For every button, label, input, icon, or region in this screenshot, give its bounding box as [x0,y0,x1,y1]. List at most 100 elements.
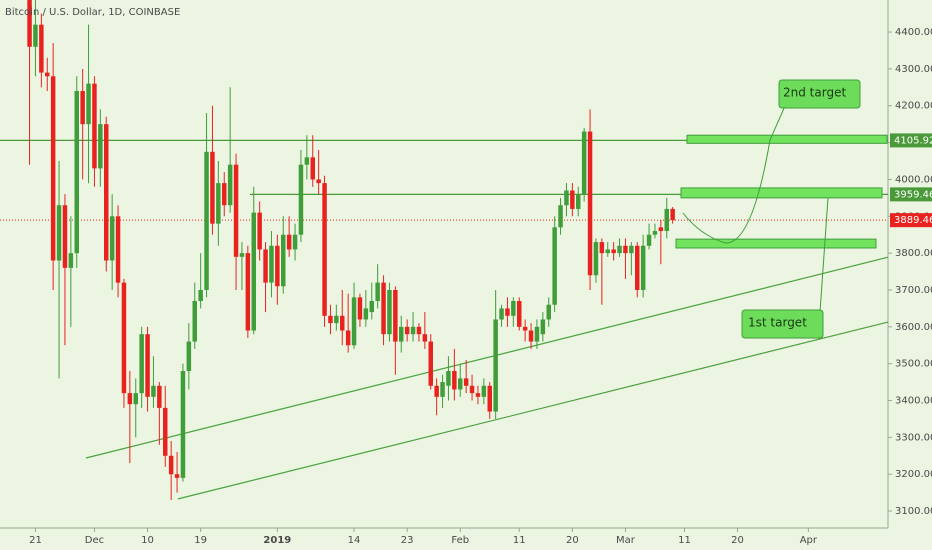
y-tick-label: 3500.00 [895,359,932,370]
x-tick-label: 23 [401,535,414,546]
candle-body [227,164,233,206]
trendline [85,256,889,459]
candle-body [304,157,310,165]
candle-body [440,382,445,397]
y-tick-label: 3300.00 [895,432,932,443]
candle-body [670,208,675,221]
x-tick-label: 20 [731,535,744,546]
candle-body [298,164,304,235]
x-tick-label: 19 [194,535,207,546]
candle-body [168,455,174,475]
price-tag [890,187,932,202]
price-tag-label: 3889.46 [894,215,932,226]
candle-body [109,216,115,261]
candle-body [404,326,410,335]
candle-body [210,151,215,224]
candle-body [322,183,327,316]
candle-body [363,308,369,320]
candle-body [216,183,221,224]
y-tick-label: 3400.00 [895,396,932,407]
candle-body [617,245,622,254]
price-tag-label: 4105.92 [894,135,932,146]
candle-body [369,301,374,313]
candle-body [239,253,245,257]
candle-body [635,245,640,290]
candle-body [133,393,138,405]
trendline [177,321,889,500]
candle-body [251,212,256,331]
candle-body [80,91,85,125]
candle-body [652,231,658,235]
candle-body [546,304,551,320]
candle-body [222,183,227,206]
x-tick-label: Dec [85,535,104,546]
target-zone [686,134,888,144]
candle-body [186,341,192,372]
candle-body [127,393,133,405]
candle-body [576,194,581,209]
candle-body [481,385,487,397]
candle-body [381,282,386,335]
candle-body [56,205,62,261]
candle-body [204,151,209,290]
candle-body [245,253,251,331]
candle-body [275,245,280,287]
candle-body [517,301,522,327]
candle-body [493,319,498,412]
y-tick-label: 3200.00 [895,469,932,480]
candle-body [139,334,144,394]
candle-body [640,245,646,290]
price-tag [890,133,932,148]
y-tick-label: 4400.00 [895,27,932,38]
callout-line [819,197,829,313]
x-tick-label: 10 [141,535,154,546]
candle-body [528,330,534,342]
target-zone [680,187,883,199]
candle-body [605,249,610,254]
price-tag [890,213,932,228]
candle-body [340,315,345,331]
candle-body [351,297,357,346]
candle-body [623,245,628,254]
candle-body [157,385,162,408]
candle-body [316,179,321,184]
x-tick-label: 11 [678,535,691,546]
y-tick-label: 3800.00 [895,248,932,259]
candle-body [62,205,68,268]
candle-body [145,334,150,397]
candle-body [558,205,563,228]
candle-body [446,371,451,386]
y-tick-label: 3700.00 [895,285,932,296]
target-zone [675,238,877,249]
x-tick-label: 21 [29,535,42,546]
candle-body [570,190,575,209]
candle-body [334,315,339,324]
candle-body [387,289,392,335]
callout-box [778,79,861,109]
candle-body [416,326,422,335]
candle-body [286,234,292,250]
candle-body [121,282,127,394]
price-tag-label: 3959.46 [894,189,932,200]
candle-body [505,308,510,316]
x-tick-label: Feb [451,535,469,546]
candle-body [428,341,433,386]
x-tick-label: 20 [566,535,579,546]
y-tick-label: 3100.00 [895,506,932,517]
candle-body [564,190,569,206]
x-tick-label: 2019 [263,535,291,546]
x-tick-label: 11 [513,535,526,546]
candle-body [664,208,669,232]
candle-body [399,326,404,342]
candle-body [68,253,74,268]
candle-body [198,289,203,302]
x-tick-label: 14 [348,535,361,546]
candle-body [587,131,593,276]
candle-body [45,72,50,77]
candle-body [357,297,363,320]
candle-body [522,326,528,331]
candle-body [115,216,121,283]
candle-body [163,407,168,456]
candle-body [33,24,38,47]
y-tick-label: 4000.00 [895,174,932,185]
